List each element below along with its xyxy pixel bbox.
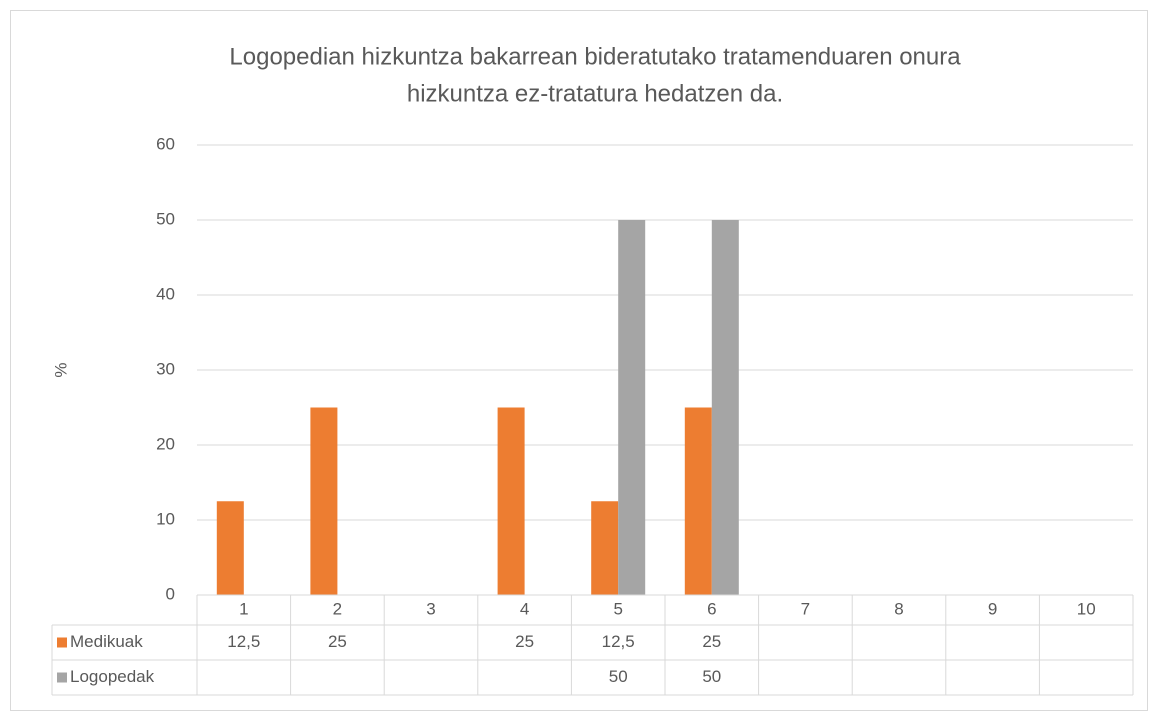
x-tick-label: 6 [707, 599, 716, 618]
table-value: 50 [702, 667, 721, 686]
legend-key [57, 672, 67, 683]
bar [684, 407, 712, 595]
x-tick-label: 8 [894, 599, 903, 618]
bar [216, 501, 244, 595]
bar [618, 220, 646, 595]
chart-border [10, 10, 1148, 711]
chart-title: Logopedian hizkuntza bakarrean bideratut… [229, 43, 961, 70]
x-tick-label: 3 [426, 599, 435, 618]
x-tick-label: 4 [520, 599, 529, 618]
bar [497, 407, 525, 595]
bar [310, 407, 338, 595]
table-value: 12,5 [602, 632, 635, 651]
bar [591, 501, 619, 595]
x-tick-label: 9 [988, 599, 997, 618]
table-value: 25 [702, 632, 721, 651]
x-tick-label: 10 [1077, 599, 1096, 618]
y-tick-label: 10 [156, 509, 175, 528]
bar [711, 220, 739, 595]
table-value: 12,5 [227, 632, 260, 651]
table-value: 25 [328, 632, 347, 651]
y-tick-label: 50 [156, 209, 175, 228]
chart-title: hizkuntza ez-tratatura hedatzen da. [407, 80, 783, 107]
y-tick-label: 40 [156, 284, 175, 303]
y-tick-label: 0 [166, 584, 175, 603]
legend-key [57, 637, 67, 648]
y-tick-label: 30 [156, 359, 175, 378]
table-value: 25 [515, 632, 534, 651]
y-axis-label: % [51, 362, 70, 377]
y-tick-label: 20 [156, 434, 175, 453]
table-value: 50 [609, 667, 628, 686]
y-tick-label: 60 [156, 134, 175, 153]
x-tick-label: 5 [613, 599, 622, 618]
x-tick-label: 7 [801, 599, 810, 618]
x-tick-label: 1 [239, 599, 248, 618]
x-tick-label: 2 [333, 599, 342, 618]
legend-label: Logopedak [70, 667, 155, 686]
legend-label: Medikuak [70, 632, 143, 651]
